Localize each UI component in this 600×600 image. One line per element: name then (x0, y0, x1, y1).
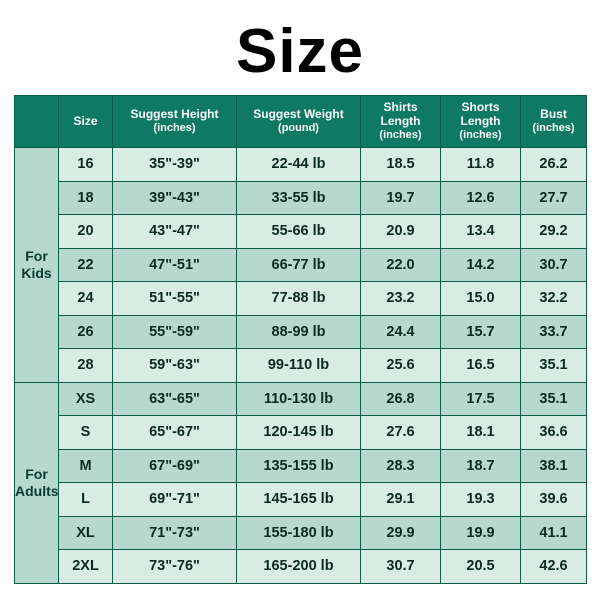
table-body: For Kids 16 35"-39" 22-44 lb 18.5 11.8 2… (15, 148, 587, 584)
col-shirts: Shirts Length(inches) (361, 96, 441, 148)
cell-shirt: 18.5 (361, 148, 441, 182)
col-weight: Suggest Weight(pound) (237, 96, 361, 148)
table-row: 2XL73"-76"165-200 lb30.720.542.6 (15, 550, 587, 584)
cell-height: 35"-39" (113, 148, 237, 182)
table-row: S65"-67"120-145 lb27.618.136.6 (15, 416, 587, 450)
table-row: For Kids 16 35"-39" 22-44 lb 18.5 11.8 2… (15, 148, 587, 182)
group-adults: For Adults (15, 382, 59, 583)
cell-size: 16 (59, 148, 113, 182)
table-row: M67"-69"135-155 lb28.318.738.1 (15, 449, 587, 483)
group-kids: For Kids (15, 148, 59, 383)
cell-bust: 26.2 (521, 148, 587, 182)
col-bust: Bust(inches) (521, 96, 587, 148)
col-size: Size (59, 96, 113, 148)
size-chart-page: Size Size Suggest Height(inches) Suggest… (0, 0, 600, 600)
cell-shorts: 11.8 (441, 148, 521, 182)
table-row: XL71"-73"155-180 lb29.919.941.1 (15, 516, 587, 550)
page-title: Size (14, 16, 586, 87)
table-row: 2451"-55"77-88 lb23.215.032.2 (15, 282, 587, 316)
header-corner (15, 96, 59, 148)
cell-weight: 22-44 lb (237, 148, 361, 182)
table-row: 2247"-51"66-77 lb22.014.230.7 (15, 248, 587, 282)
col-shorts: Shorts Length(inches) (441, 96, 521, 148)
table-row: For Adults XS63"-65"110-130 lb26.817.535… (15, 382, 587, 416)
table-row: 2655"-59"88-99 lb24.415.733.7 (15, 315, 587, 349)
table-row: 2043"-47"55-66 lb20.913.429.2 (15, 215, 587, 249)
table-header: Size Suggest Height(inches) Suggest Weig… (15, 96, 587, 148)
size-table: Size Suggest Height(inches) Suggest Weig… (14, 95, 587, 584)
table-row: 1839"-43"33-55 lb19.712.627.7 (15, 181, 587, 215)
col-height: Suggest Height(inches) (113, 96, 237, 148)
table-row: L69"-71"145-165 lb29.119.339.6 (15, 483, 587, 517)
table-row: 2859"-63"99-110 lb25.616.535.1 (15, 349, 587, 383)
